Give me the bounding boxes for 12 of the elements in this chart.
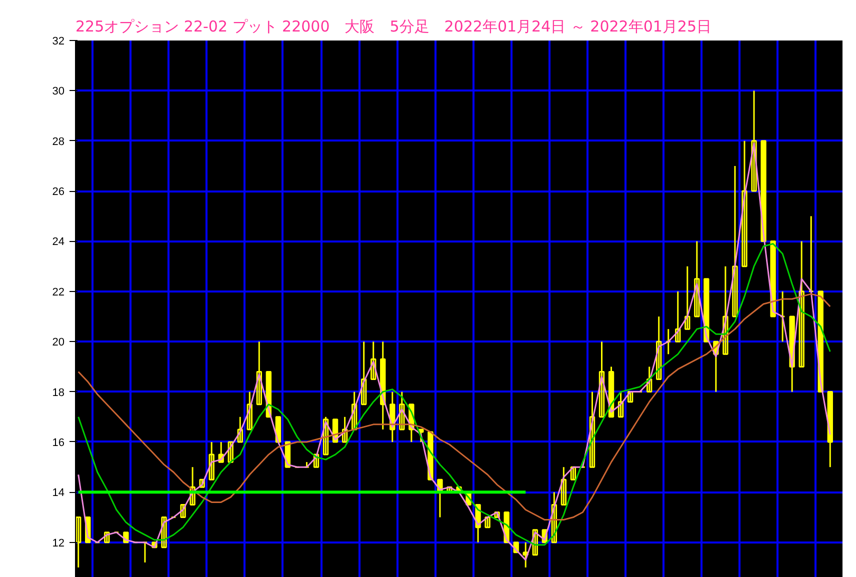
y-tick-label: 12 xyxy=(52,537,65,550)
y-tick-label: 20 xyxy=(52,336,65,349)
y-tick-label: 30 xyxy=(52,86,65,98)
y-tick-label: 22 xyxy=(52,286,65,298)
y-tick-label: 28 xyxy=(52,136,65,148)
y-tick-label: 24 xyxy=(52,236,65,248)
y-tick-label: 18 xyxy=(52,386,65,399)
y-tick-label: 14 xyxy=(52,487,65,500)
chart-title: 225オプション 22-02 プット 22000 大阪 5分足 2022年01月24日 ～ 2022年01月25日 xyxy=(76,18,712,36)
y-tick-label: 32 xyxy=(52,36,65,48)
y-tick-label: 16 xyxy=(52,436,65,449)
y-tick-label: 26 xyxy=(52,186,65,198)
